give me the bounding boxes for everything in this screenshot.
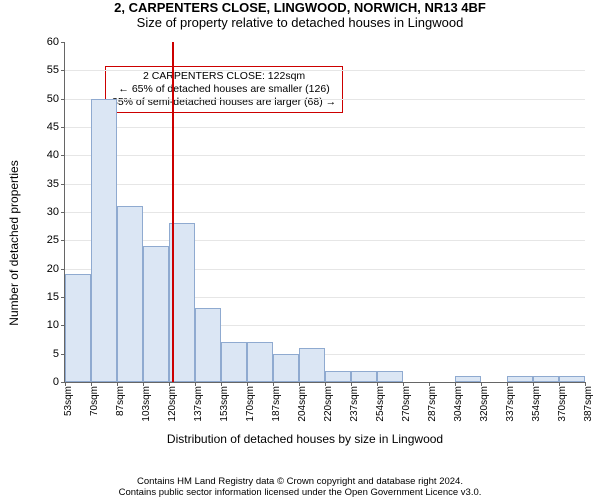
x-tick-label: 87sqm [115,386,126,416]
marker-callout: 2 CARPENTERS CLOSE: 122sqm ← 65% of deta… [105,66,343,113]
x-tick-label: 137sqm [193,386,204,422]
property-marker-line [172,42,174,382]
y-tick-label: 10 [47,319,65,331]
x-tick-label: 320sqm [479,386,490,422]
x-tick-label: 120sqm [167,386,178,422]
x-tick-label: 220sqm [323,386,334,422]
x-axis-label: Distribution of detached houses by size … [167,432,443,446]
x-tick-label: 53sqm [63,386,74,416]
y-tick-label: 60 [47,36,65,48]
histogram-bar [507,376,533,382]
title-subtitle: Size of property relative to detached ho… [0,15,600,30]
gridline [65,99,585,100]
y-tick-label: 20 [47,263,65,275]
histogram-bar [221,342,247,382]
x-tick-label: 187sqm [271,386,282,422]
histogram-bar [299,348,325,382]
y-tick-label: 55 [47,64,65,76]
y-tick-label: 25 [47,234,65,246]
footer-line1: Contains HM Land Registry data © Crown c… [0,476,600,487]
x-tick-label: 254sqm [375,386,386,422]
x-tick-label: 337sqm [505,386,516,422]
histogram-bar [65,274,91,382]
footer-attribution: Contains HM Land Registry data © Crown c… [0,476,600,498]
x-tick-label: 370sqm [557,386,568,422]
y-tick-label: 50 [47,93,65,105]
histogram-bar [91,99,117,382]
histogram-bar [325,371,351,382]
y-tick-label: 35 [47,178,65,190]
y-tick-label: 5 [53,348,65,360]
x-tick-label: 287sqm [427,386,438,422]
x-tick-label: 237sqm [349,386,360,422]
y-axis-label: Number of detached properties [7,160,21,325]
histogram-bar [455,376,481,382]
title-address: 2, CARPENTERS CLOSE, LINGWOOD, NORWICH, … [0,0,600,15]
x-tick-label: 170sqm [245,386,256,422]
gridline [65,240,585,241]
callout-line1: 2 CARPENTERS CLOSE: 122sqm [112,70,336,83]
x-tick-label: 387sqm [583,386,594,422]
x-tick-label: 304sqm [453,386,464,422]
callout-line2: ← 65% of detached houses are smaller (12… [112,83,336,96]
chart-header: 2, CARPENTERS CLOSE, LINGWOOD, NORWICH, … [0,0,600,30]
y-tick-label: 45 [47,121,65,133]
x-tick-label: 204sqm [297,386,308,422]
x-tick-label: 70sqm [89,386,100,416]
histogram-bar [195,308,221,382]
histogram-bar [143,246,169,382]
y-tick-label: 40 [47,149,65,161]
x-tick-label: 270sqm [401,386,412,422]
histogram-bar [377,371,403,382]
gridline [65,70,585,71]
histogram-bar [351,371,377,382]
gridline [65,184,585,185]
chart-area: Number of detached properties 2 CARPENTE… [20,38,590,448]
x-tick-label: 103sqm [141,386,152,422]
footer-line2: Contains public sector information licen… [0,487,600,498]
y-tick-label: 15 [47,291,65,303]
plot-region: 2 CARPENTERS CLOSE: 122sqm ← 65% of deta… [64,42,585,383]
gridline [65,212,585,213]
histogram-bar [533,376,559,382]
x-tick-label: 354sqm [531,386,542,422]
y-tick-label: 30 [47,206,65,218]
histogram-bar [559,376,585,382]
histogram-bar [273,354,299,382]
gridline [65,127,585,128]
histogram-bar [247,342,273,382]
x-tick-label: 153sqm [219,386,230,422]
histogram-bar [117,206,143,382]
gridline [65,155,585,156]
